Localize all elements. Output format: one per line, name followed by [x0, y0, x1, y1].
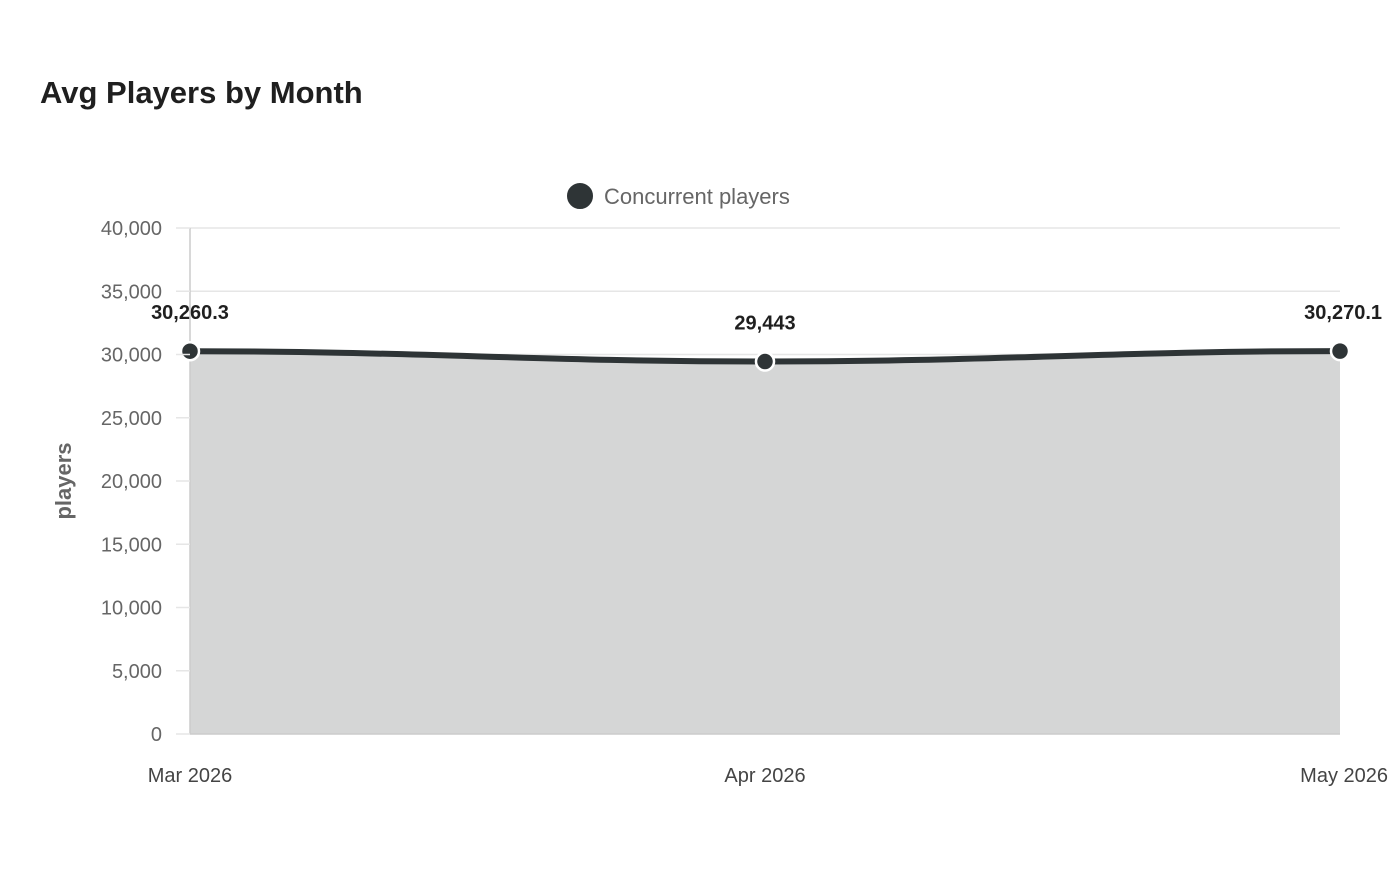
data-label: 30,260.3 [151, 302, 229, 324]
data-labels: 30,260.3 29,443 30,270.1 [151, 302, 1382, 334]
data-label: 30,270.1 [1304, 302, 1382, 324]
y-tick-label: 35,000 [101, 281, 162, 303]
x-tick-label: May 2026 [1300, 765, 1388, 787]
x-tick-label: Mar 2026 [148, 765, 233, 787]
data-label: 29,443 [734, 313, 795, 335]
x-tick-label: Apr 2026 [724, 765, 805, 787]
y-tick-label: 0 [151, 724, 162, 746]
legend-label[interactable]: Concurrent players [604, 184, 790, 209]
y-tick-label: 40,000 [101, 218, 162, 240]
y-axis-title: players [51, 442, 76, 519]
y-tick-label: 20,000 [101, 471, 162, 493]
data-point[interactable] [754, 351, 776, 372]
data-point[interactable] [1329, 340, 1351, 362]
data-point[interactable] [179, 340, 201, 362]
x-axis-ticks: Mar 2026 Apr 2026 May 2026 [148, 765, 1388, 787]
y-tick-label: 5,000 [112, 661, 162, 683]
y-tick-label: 30,000 [101, 345, 162, 367]
legend: Concurrent players [565, 181, 790, 211]
legend-marker[interactable] [565, 181, 595, 211]
series-area-layer [190, 351, 1340, 734]
y-tick-label: 10,000 [101, 598, 162, 620]
series-area [190, 351, 1340, 734]
data-points [179, 340, 1351, 372]
y-axis-ticks: 0 5,000 10,000 15,000 20,000 25,000 30,000 35,0… [101, 218, 190, 746]
chart-title: Avg Players by Month [40, 75, 363, 110]
y-tick-label: 15,000 [101, 534, 162, 556]
y-tick-label: 25,000 [101, 408, 162, 430]
